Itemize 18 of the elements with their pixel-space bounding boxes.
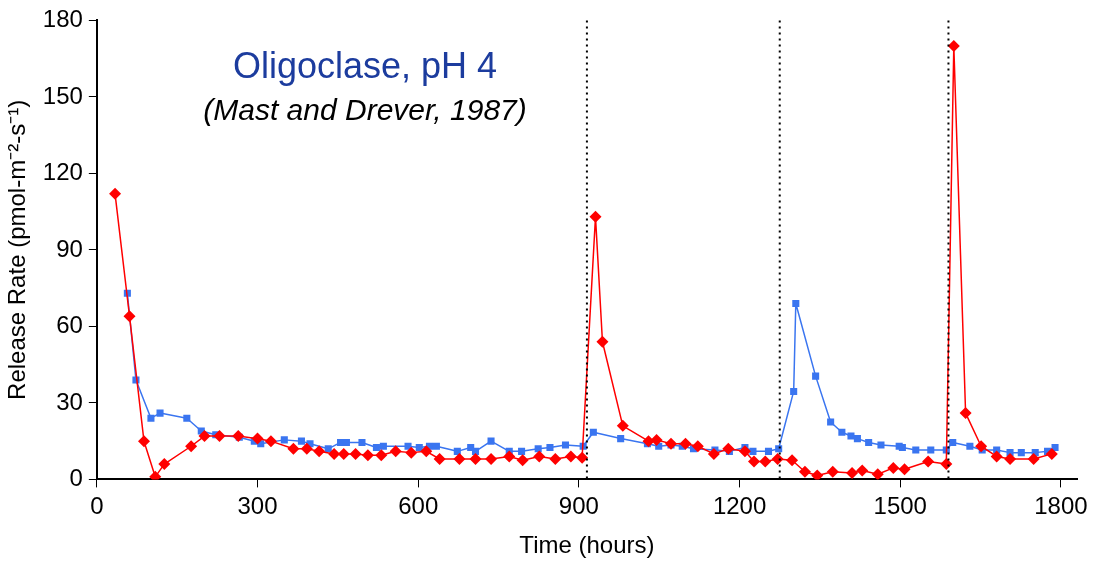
x-tick-label: 900: [558, 492, 599, 520]
y-tick-label: 120: [42, 158, 83, 186]
x-tick-label: 1500: [873, 492, 927, 520]
x-tick-label: 0: [90, 492, 104, 520]
x-tick-label: 1800: [1034, 492, 1088, 520]
annotation: Oligoclase, pH 4: [232, 44, 498, 86]
y-tick-label: 150: [42, 81, 83, 109]
annotation: (Mast and Drever, 1987): [203, 93, 527, 127]
x-tick-label: 1200: [712, 492, 767, 520]
x-axis-title: Time (hours): [519, 531, 655, 559]
y-tick-label: 0: [69, 464, 83, 492]
x-tick-label: 600: [398, 492, 439, 520]
y-tick-label: 60: [56, 311, 83, 339]
y-tick-label: 30: [56, 387, 83, 415]
y-tick-label: 90: [56, 234, 83, 262]
y-axis-title: Release Rate (pmol-m⁻²-s⁻¹): [3, 99, 31, 400]
x-tick-label: 300: [237, 492, 278, 520]
y-tick-label: 180: [42, 5, 83, 33]
